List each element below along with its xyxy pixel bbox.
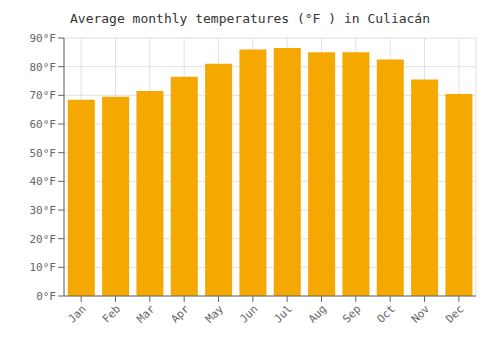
svg-text:10°F: 10°F [30, 261, 57, 274]
svg-text:Jan: Jan [66, 302, 89, 325]
svg-text:Nov: Nov [409, 302, 433, 326]
svg-text:Jun: Jun [237, 302, 260, 325]
svg-text:Oct: Oct [375, 302, 398, 325]
svg-text:Feb: Feb [100, 302, 123, 325]
svg-text:Apr: Apr [169, 302, 193, 326]
svg-text:30°F: 30°F [30, 204, 57, 217]
svg-text:60°F: 60°F [30, 118, 57, 131]
svg-text:Jul: Jul [272, 302, 295, 325]
svg-text:Sep: Sep [340, 302, 363, 325]
svg-text:0°F: 0°F [36, 290, 56, 303]
html-text:Average monthly temperatures (: Average monthly temperatures (°F ) in Cu… [70, 11, 430, 26]
svg-text:Aug: Aug [306, 302, 329, 325]
svg-text:Mar: Mar [134, 302, 158, 326]
svg-text:May: May [203, 302, 227, 326]
svg-text:40°F: 40°F [30, 175, 57, 188]
svg-text:50°F: 50°F [30, 147, 57, 160]
svg-text:70°F: 70°F [30, 89, 57, 102]
svg-text:20°F: 20°F [30, 233, 57, 246]
svg-text:80°F: 80°F [30, 61, 57, 74]
svg-text:90°F: 90°F [30, 32, 57, 45]
svg-text:Dec: Dec [443, 302, 466, 325]
